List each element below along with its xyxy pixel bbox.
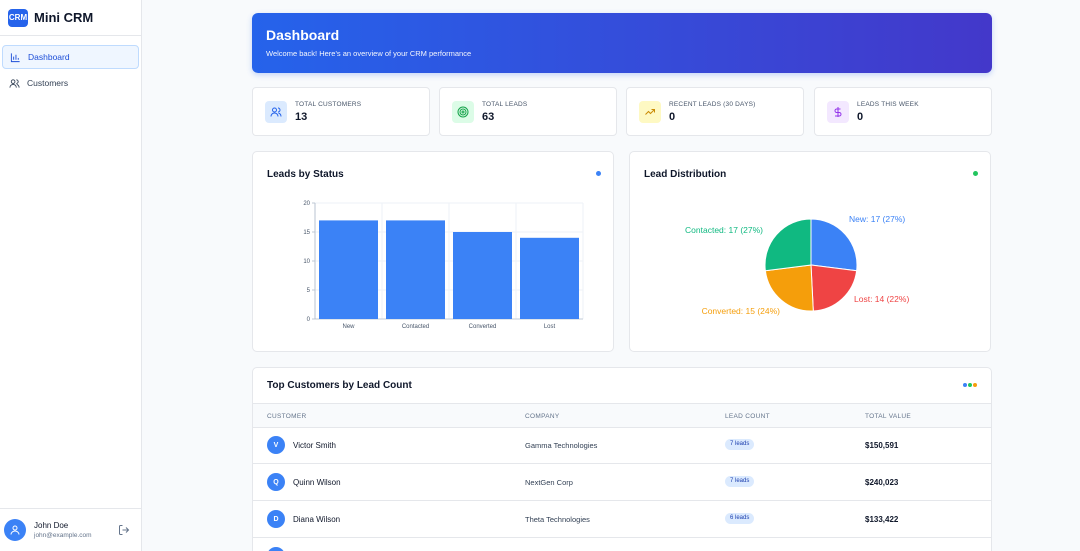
stat-label: LEADS THIS WEEK xyxy=(857,100,919,108)
pie-slice[interactable] xyxy=(810,218,858,272)
table-title: Top Customers by Lead Count xyxy=(267,380,412,391)
customer-company: Gamma Technologies xyxy=(525,441,598,450)
bar-new[interactable] xyxy=(319,220,378,319)
y-tick-label: 5 xyxy=(307,288,311,294)
customer-name: Diana Wilson xyxy=(293,515,341,524)
bar-chart: 0 5 10 15 20 New Contacted Converted Lost xyxy=(303,201,584,330)
x-tick-label: Contacted xyxy=(402,324,429,330)
column-header-total-value[interactable]: TOTAL VALUE xyxy=(865,413,912,420)
pie-slice[interactable] xyxy=(764,264,814,312)
lead-count-badge: 6 leads xyxy=(725,513,755,524)
lead-count-badge: 7 leads xyxy=(725,439,755,450)
table-row[interactable]: D Diana Wilson Theta Technologies 6 lead… xyxy=(253,501,991,538)
sidebar-item-customers[interactable]: Customers xyxy=(2,71,139,95)
customer-avatar: Q xyxy=(267,473,285,491)
pie-label: New: 17 (27%) xyxy=(849,214,905,224)
target-icon xyxy=(457,106,469,117)
column-header-customer[interactable]: CUSTOMER xyxy=(267,413,307,420)
stat-icon-box xyxy=(265,100,287,123)
status-dot xyxy=(596,171,601,176)
sidebar-item-label: Dashboard xyxy=(28,52,70,62)
y-tick-label: 0 xyxy=(307,317,311,323)
stat-card-total-leads: TOTAL LEADS 63 xyxy=(439,87,617,136)
total-value: $150,591 xyxy=(865,441,899,450)
pie-label: Lost: 14 (22%) xyxy=(854,294,909,304)
stat-card-total-customers: TOTAL CUSTOMERS 13 xyxy=(252,87,430,136)
y-tick-label: 15 xyxy=(303,230,310,236)
customer-avatar xyxy=(267,547,285,551)
stat-icon-box xyxy=(639,100,661,123)
sidebar-item-dashboard[interactable]: Dashboard xyxy=(2,45,139,69)
stat-card-recent-leads: RECENT LEADS (30 DAYS) 0 xyxy=(626,87,804,136)
x-tick-label: Lost xyxy=(544,324,556,330)
y-tick-label: 10 xyxy=(303,259,310,265)
avatar[interactable] xyxy=(4,519,26,541)
user-email: john@example.com xyxy=(34,532,92,539)
pie-slice[interactable] xyxy=(810,264,858,312)
dollar-icon xyxy=(834,106,842,117)
trending-up-icon xyxy=(645,108,655,115)
bar-converted[interactable] xyxy=(453,232,512,319)
status-dot xyxy=(973,171,978,176)
stat-label: RECENT LEADS (30 DAYS) xyxy=(669,100,756,108)
sidebar-item-label: Customers xyxy=(27,78,69,88)
brand[interactable]: CRM Mini CRM xyxy=(0,0,141,36)
total-value: $133,422 xyxy=(865,515,899,524)
user-info: John Doe john@example.com xyxy=(34,521,118,539)
customer-avatar: D xyxy=(267,510,285,528)
user-profile: John Doe john@example.com xyxy=(0,508,142,551)
table-row[interactable] xyxy=(253,538,991,551)
customer-company: NextGen Corp xyxy=(525,478,573,487)
lead-distribution-card: Lead Distribution New: 17 (27%) Lost: 14 … xyxy=(629,151,991,352)
sidebar-nav: Dashboard Customers xyxy=(0,36,141,95)
users-icon xyxy=(9,78,20,88)
customer-name: Victor Smith xyxy=(293,441,336,450)
logout-icon[interactable] xyxy=(118,524,130,536)
stat-icon-box xyxy=(827,100,849,123)
customer-name: Quinn Wilson xyxy=(293,478,341,487)
x-tick-label: Converted xyxy=(469,324,497,330)
stat-value: 63 xyxy=(482,110,495,123)
column-header-company[interactable]: COMPANY xyxy=(525,413,560,420)
brand-logo: CRM xyxy=(8,8,28,27)
y-tick-label: 20 xyxy=(303,201,310,207)
bar-lost[interactable] xyxy=(520,237,579,319)
sidebar: CRM Mini CRM Dashboard Customers John Do… xyxy=(0,0,142,551)
stat-value: 0 xyxy=(857,110,864,123)
stat-label: TOTAL LEADS xyxy=(482,100,528,108)
lead-count-badge: 7 leads xyxy=(725,476,755,487)
leads-by-status-card: Leads by Status 0 5 10 15 20 New Contacted Conv… xyxy=(252,151,614,352)
stat-icon-box xyxy=(452,100,474,123)
brand-name: Mini CRM xyxy=(34,10,94,25)
dashboard-banner: Dashboard Welcome back! Here's an overvi… xyxy=(252,13,992,73)
chart-title: Leads by Status xyxy=(267,169,344,180)
more-options-icon[interactable] xyxy=(963,383,981,389)
table-row[interactable]: V Victor Smith Gamma Technologies 7 lead… xyxy=(253,427,991,464)
user-name: John Doe xyxy=(34,521,69,530)
pie-slice[interactable] xyxy=(764,218,812,272)
bar-chart-icon xyxy=(10,52,20,62)
table-row[interactable]: Q Quinn Wilson NextGen Corp 7 leads $240… xyxy=(253,464,991,501)
bar-contacted[interactable] xyxy=(386,220,445,319)
table-header: CUSTOMER COMPANY LEAD COUNT TOTAL VALUE xyxy=(253,403,991,428)
chart-title: Lead Distribution xyxy=(644,169,727,180)
total-value: $240,023 xyxy=(865,478,899,487)
stat-value: 0 xyxy=(669,110,676,123)
top-customers-card: Top Customers by Lead Count CUSTOMER COM… xyxy=(252,367,992,551)
customer-avatar: V xyxy=(267,436,285,454)
user-icon xyxy=(10,525,20,535)
page-subtitle: Welcome back! Here's an overview of your… xyxy=(266,49,472,58)
stat-label: TOTAL CUSTOMERS xyxy=(295,100,362,108)
x-tick-label: New xyxy=(342,324,355,330)
customer-company: Theta Technologies xyxy=(525,515,590,524)
stat-card-leads-this-week: LEADS THIS WEEK 0 xyxy=(814,87,992,136)
pie-chart: New: 17 (27%) Lost: 14 (22%) Converted: 15… xyxy=(685,214,909,316)
users-icon xyxy=(270,107,282,117)
pie-label: Converted: 15 (24%) xyxy=(702,306,781,316)
column-header-lead-count[interactable]: LEAD COUNT xyxy=(725,413,770,420)
page-title: Dashboard xyxy=(266,27,340,43)
pie-label: Contacted: 17 (27%) xyxy=(685,225,763,235)
stat-value: 13 xyxy=(295,110,308,123)
